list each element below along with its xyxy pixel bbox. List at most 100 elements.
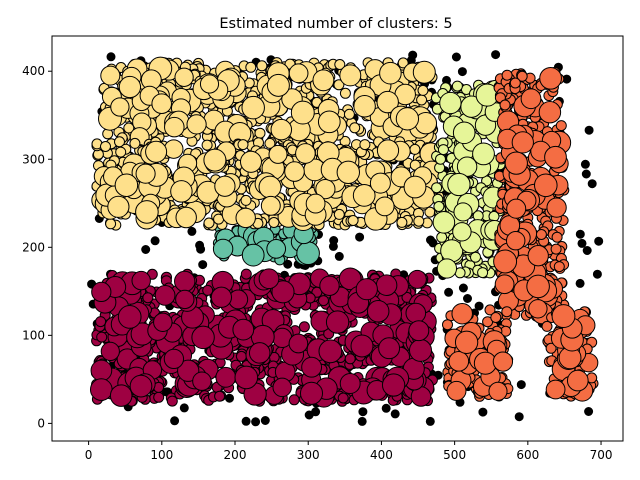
y-tick-label: 0 <box>37 416 45 430</box>
x-tick-label: 500 <box>443 448 466 462</box>
x-tick-label: 300 <box>297 448 320 462</box>
cluster-1-core-point <box>175 289 195 310</box>
noise-point <box>575 229 585 239</box>
cluster-1-core-point <box>318 339 343 364</box>
cluster-3-point <box>254 127 266 139</box>
noise-point <box>458 283 468 293</box>
cluster-1-core-point <box>109 384 133 407</box>
noise-point <box>381 403 391 413</box>
cluster-1-point <box>95 316 107 328</box>
cluster-3-core-point <box>317 110 341 134</box>
cluster-1-core-point <box>163 348 185 370</box>
noise-point <box>187 226 197 236</box>
cluster-4-point <box>451 80 463 92</box>
cluster-4-point <box>477 267 489 279</box>
cluster-3-point <box>359 139 371 151</box>
cluster-1-point <box>214 390 226 402</box>
noise-point <box>474 301 484 311</box>
cluster-3-core-point <box>353 95 376 118</box>
cluster-1-core-point <box>366 300 390 323</box>
noise-point <box>260 416 270 425</box>
noise-point <box>514 412 524 422</box>
cluster-1-core-point <box>117 305 142 329</box>
cluster-1-core-point <box>258 268 280 290</box>
cluster-4-core-point <box>447 172 471 197</box>
noise-point <box>198 260 208 270</box>
cluster-5-core-point <box>566 369 589 392</box>
cluster-3-point <box>264 137 276 149</box>
cluster-5-point <box>501 306 513 318</box>
cluster-5-core-point <box>506 198 527 219</box>
cluster-1-core-point <box>375 274 398 296</box>
cluster-1-core-point <box>174 270 196 293</box>
cluster-1-core-point <box>89 378 113 401</box>
cluster-5-core-point <box>488 381 508 401</box>
cluster-1-core-point <box>407 269 427 289</box>
cluster-3-core-point <box>260 195 281 216</box>
cluster-1-core-point <box>91 281 112 303</box>
chart-title: Estimated number of clusters: 5 <box>219 16 452 32</box>
cluster-3-core-point <box>163 139 184 159</box>
cluster-1-core-point <box>272 377 292 398</box>
cluster-1-core-point <box>248 342 271 364</box>
cluster-4-core-point <box>452 222 472 242</box>
cluster-3-core-point <box>145 140 168 163</box>
noise-point <box>357 416 367 426</box>
cluster-3-core-point <box>312 69 335 92</box>
noise-point <box>358 407 368 417</box>
noise-point <box>283 259 293 269</box>
cluster-3-core-point <box>114 173 139 197</box>
cluster-1-core-point <box>408 320 430 342</box>
cluster-3-core-point <box>268 144 288 164</box>
cluster-3-point <box>413 215 425 227</box>
cluster-3-core-point <box>336 160 360 184</box>
cluster-3-core-point <box>175 206 197 229</box>
points-layer <box>87 50 604 427</box>
cluster-5-core-point <box>551 304 576 329</box>
cluster-3-core-point <box>258 175 282 199</box>
cluster-3-point <box>397 57 409 69</box>
cluster-1-point <box>142 292 154 304</box>
cluster-1-core-point <box>177 359 200 382</box>
noise-point <box>241 416 251 426</box>
cluster-1-core-point <box>405 302 427 324</box>
cluster-3-core-point <box>376 90 399 114</box>
cluster-1-core-point <box>378 337 401 360</box>
cluster-5-point <box>541 320 553 332</box>
cluster-3-point <box>203 217 215 229</box>
cluster-3-point <box>396 216 408 228</box>
cluster-4-point <box>436 231 448 243</box>
noise-point <box>580 159 590 169</box>
cluster-3-point <box>333 208 345 220</box>
noise-point <box>584 125 594 135</box>
cluster-3-core-point <box>412 60 436 84</box>
cluster-1-core-point <box>192 371 212 391</box>
cluster-3-core-point <box>135 163 156 184</box>
noise-point <box>150 236 160 246</box>
noise-point <box>581 169 591 179</box>
cluster-3-point <box>240 194 252 206</box>
cluster-3-core-point <box>164 116 185 138</box>
cluster-3-core-point <box>376 139 400 162</box>
x-tick-label: 400 <box>370 448 393 462</box>
cluster-3-core-point <box>235 207 256 229</box>
cluster-3-point <box>115 146 127 158</box>
y-tick-label: 200 <box>22 240 45 254</box>
cluster-3-point <box>245 61 257 73</box>
y-tick-label: 300 <box>22 152 45 166</box>
noise-point <box>463 294 472 303</box>
cluster-3-core-point <box>118 75 142 99</box>
noise-point <box>577 238 587 248</box>
cluster-4-core-point <box>452 121 476 145</box>
noise-point <box>584 407 594 416</box>
cluster-4-core-point <box>432 211 456 234</box>
cluster-5-core-point <box>528 299 548 319</box>
cluster-1-core-point <box>154 285 176 306</box>
cluster-3-point <box>334 59 346 70</box>
x-tick-label: 200 <box>224 448 247 462</box>
cluster-1-point <box>344 353 356 365</box>
cluster-3-core-point <box>186 114 207 135</box>
noise-point <box>491 50 501 60</box>
cluster-5-core-point <box>546 197 567 218</box>
